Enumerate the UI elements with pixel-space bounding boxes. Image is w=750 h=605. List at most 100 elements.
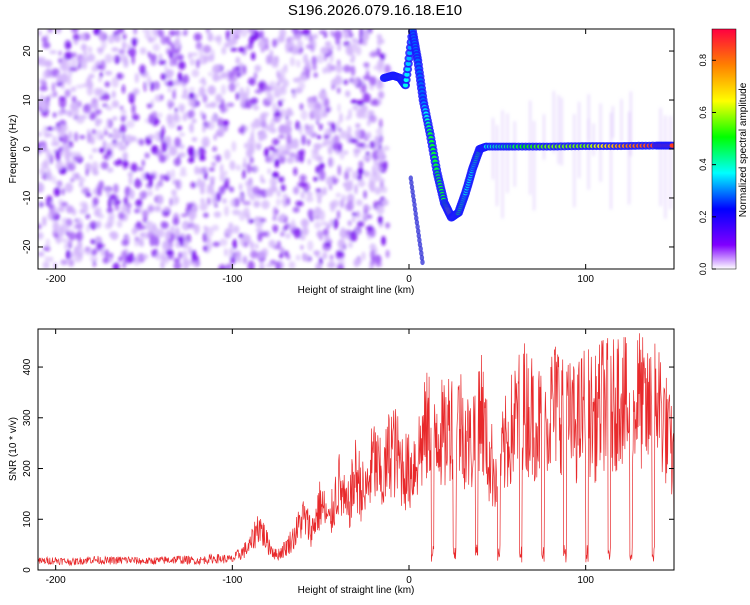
noise-blob: [91, 249, 97, 256]
noise-blob: [121, 250, 127, 260]
noise-blob: [276, 217, 283, 222]
noise-blob: [363, 155, 372, 160]
noise-blob: [175, 179, 180, 189]
y-tick-label: 200: [22, 460, 33, 477]
noise-blob: [351, 171, 359, 180]
noise-blob: [316, 54, 324, 64]
noise-blob: [363, 134, 372, 139]
noise-blob: [258, 39, 265, 49]
noise-blob: [125, 140, 129, 147]
noise-blob: [51, 82, 56, 93]
noise-blob: [306, 69, 310, 80]
noise-blob: [119, 54, 128, 63]
noise-blob: [118, 48, 126, 55]
noise-blob: [334, 75, 343, 86]
noise-blob: [225, 263, 233, 269]
noise-blob: [276, 37, 280, 46]
noise-blob: [224, 228, 234, 235]
spectrogram-y-ticks: -20 -10 0 10 20: [22, 45, 674, 254]
noise-blob: [98, 30, 105, 42]
noise-blob: [170, 225, 175, 234]
noise-blob: [38, 224, 42, 229]
noise-blob: [42, 216, 47, 227]
noise-blob: [376, 47, 381, 57]
noise-blob: [192, 261, 199, 268]
noise-blob: [56, 73, 62, 84]
noise-blob: [282, 193, 288, 199]
noise-blob: [92, 103, 99, 111]
noise-blob: [376, 34, 382, 40]
noise-blob: [240, 29, 248, 38]
noise-blob: [82, 61, 87, 70]
noise-blob: [44, 59, 53, 68]
noise-blob: [45, 149, 51, 159]
track-branch-point: [412, 206, 418, 213]
noise-blob: [85, 168, 89, 177]
noise-blob: [364, 170, 368, 178]
noise-blob: [292, 92, 297, 99]
noise-blob: [147, 51, 151, 58]
noise-blob: [285, 145, 291, 154]
noise-streak: [630, 91, 632, 157]
noise-blob: [286, 157, 295, 164]
noise-blob: [112, 54, 117, 63]
noise-streak: [506, 113, 509, 193]
noise-blob: [202, 94, 208, 103]
noise-blob: [373, 65, 382, 71]
noise-blob: [171, 195, 179, 206]
noise-blob: [45, 238, 50, 248]
noise-blob: [245, 44, 254, 50]
noise-blob: [379, 178, 385, 183]
noise-blob: [379, 134, 383, 144]
noise-blob: [57, 110, 64, 116]
noise-blob: [122, 40, 127, 50]
noise-blob: [255, 243, 259, 250]
noise-blob: [76, 84, 83, 89]
y-tick-label: -10: [22, 190, 33, 205]
noise-blob: [211, 115, 216, 122]
noise-blob: [299, 103, 304, 111]
noise-blob: [335, 192, 342, 198]
noise-blob: [213, 211, 222, 218]
noise-blob: [329, 45, 335, 50]
noise-blob: [127, 172, 134, 177]
noise-blob: [362, 92, 371, 104]
noise-blob: [320, 221, 330, 226]
noise-blob: [194, 149, 199, 159]
noise-blob: [87, 46, 93, 54]
noise-blob: [203, 245, 208, 252]
noise-blob: [335, 38, 341, 45]
noise-blob: [49, 50, 57, 55]
noise-blob: [131, 113, 140, 121]
noise-blob: [52, 112, 57, 118]
noise-blob: [276, 240, 281, 250]
noise-blob: [249, 156, 254, 164]
noise-blob: [294, 87, 303, 94]
noise-blob: [247, 260, 255, 269]
noise-blob: [166, 170, 171, 178]
noise-blob: [48, 29, 53, 34]
noise-blob: [361, 251, 366, 261]
noise-blob: [207, 85, 216, 96]
noise-blob: [174, 226, 180, 237]
noise-blob: [304, 123, 310, 130]
noise-blob: [147, 203, 155, 214]
noise-blob: [160, 94, 164, 101]
noise-blob: [112, 262, 120, 269]
noise-blob: [295, 120, 301, 131]
noise-blob: [317, 135, 322, 140]
noise-blob: [337, 164, 341, 176]
noise-blob: [300, 218, 309, 228]
noise-blob: [134, 236, 140, 242]
noise-blob: [42, 261, 50, 269]
noise-blob: [207, 32, 214, 42]
noise-blob: [355, 199, 363, 206]
noise-blob: [111, 90, 116, 99]
noise-blob: [52, 221, 60, 232]
noise-blob: [291, 89, 295, 94]
noise-blob: [177, 236, 182, 242]
noise-blob: [363, 204, 370, 213]
noise-blob: [147, 76, 152, 87]
noise-blob: [379, 118, 383, 129]
noise-blob: [381, 199, 389, 207]
